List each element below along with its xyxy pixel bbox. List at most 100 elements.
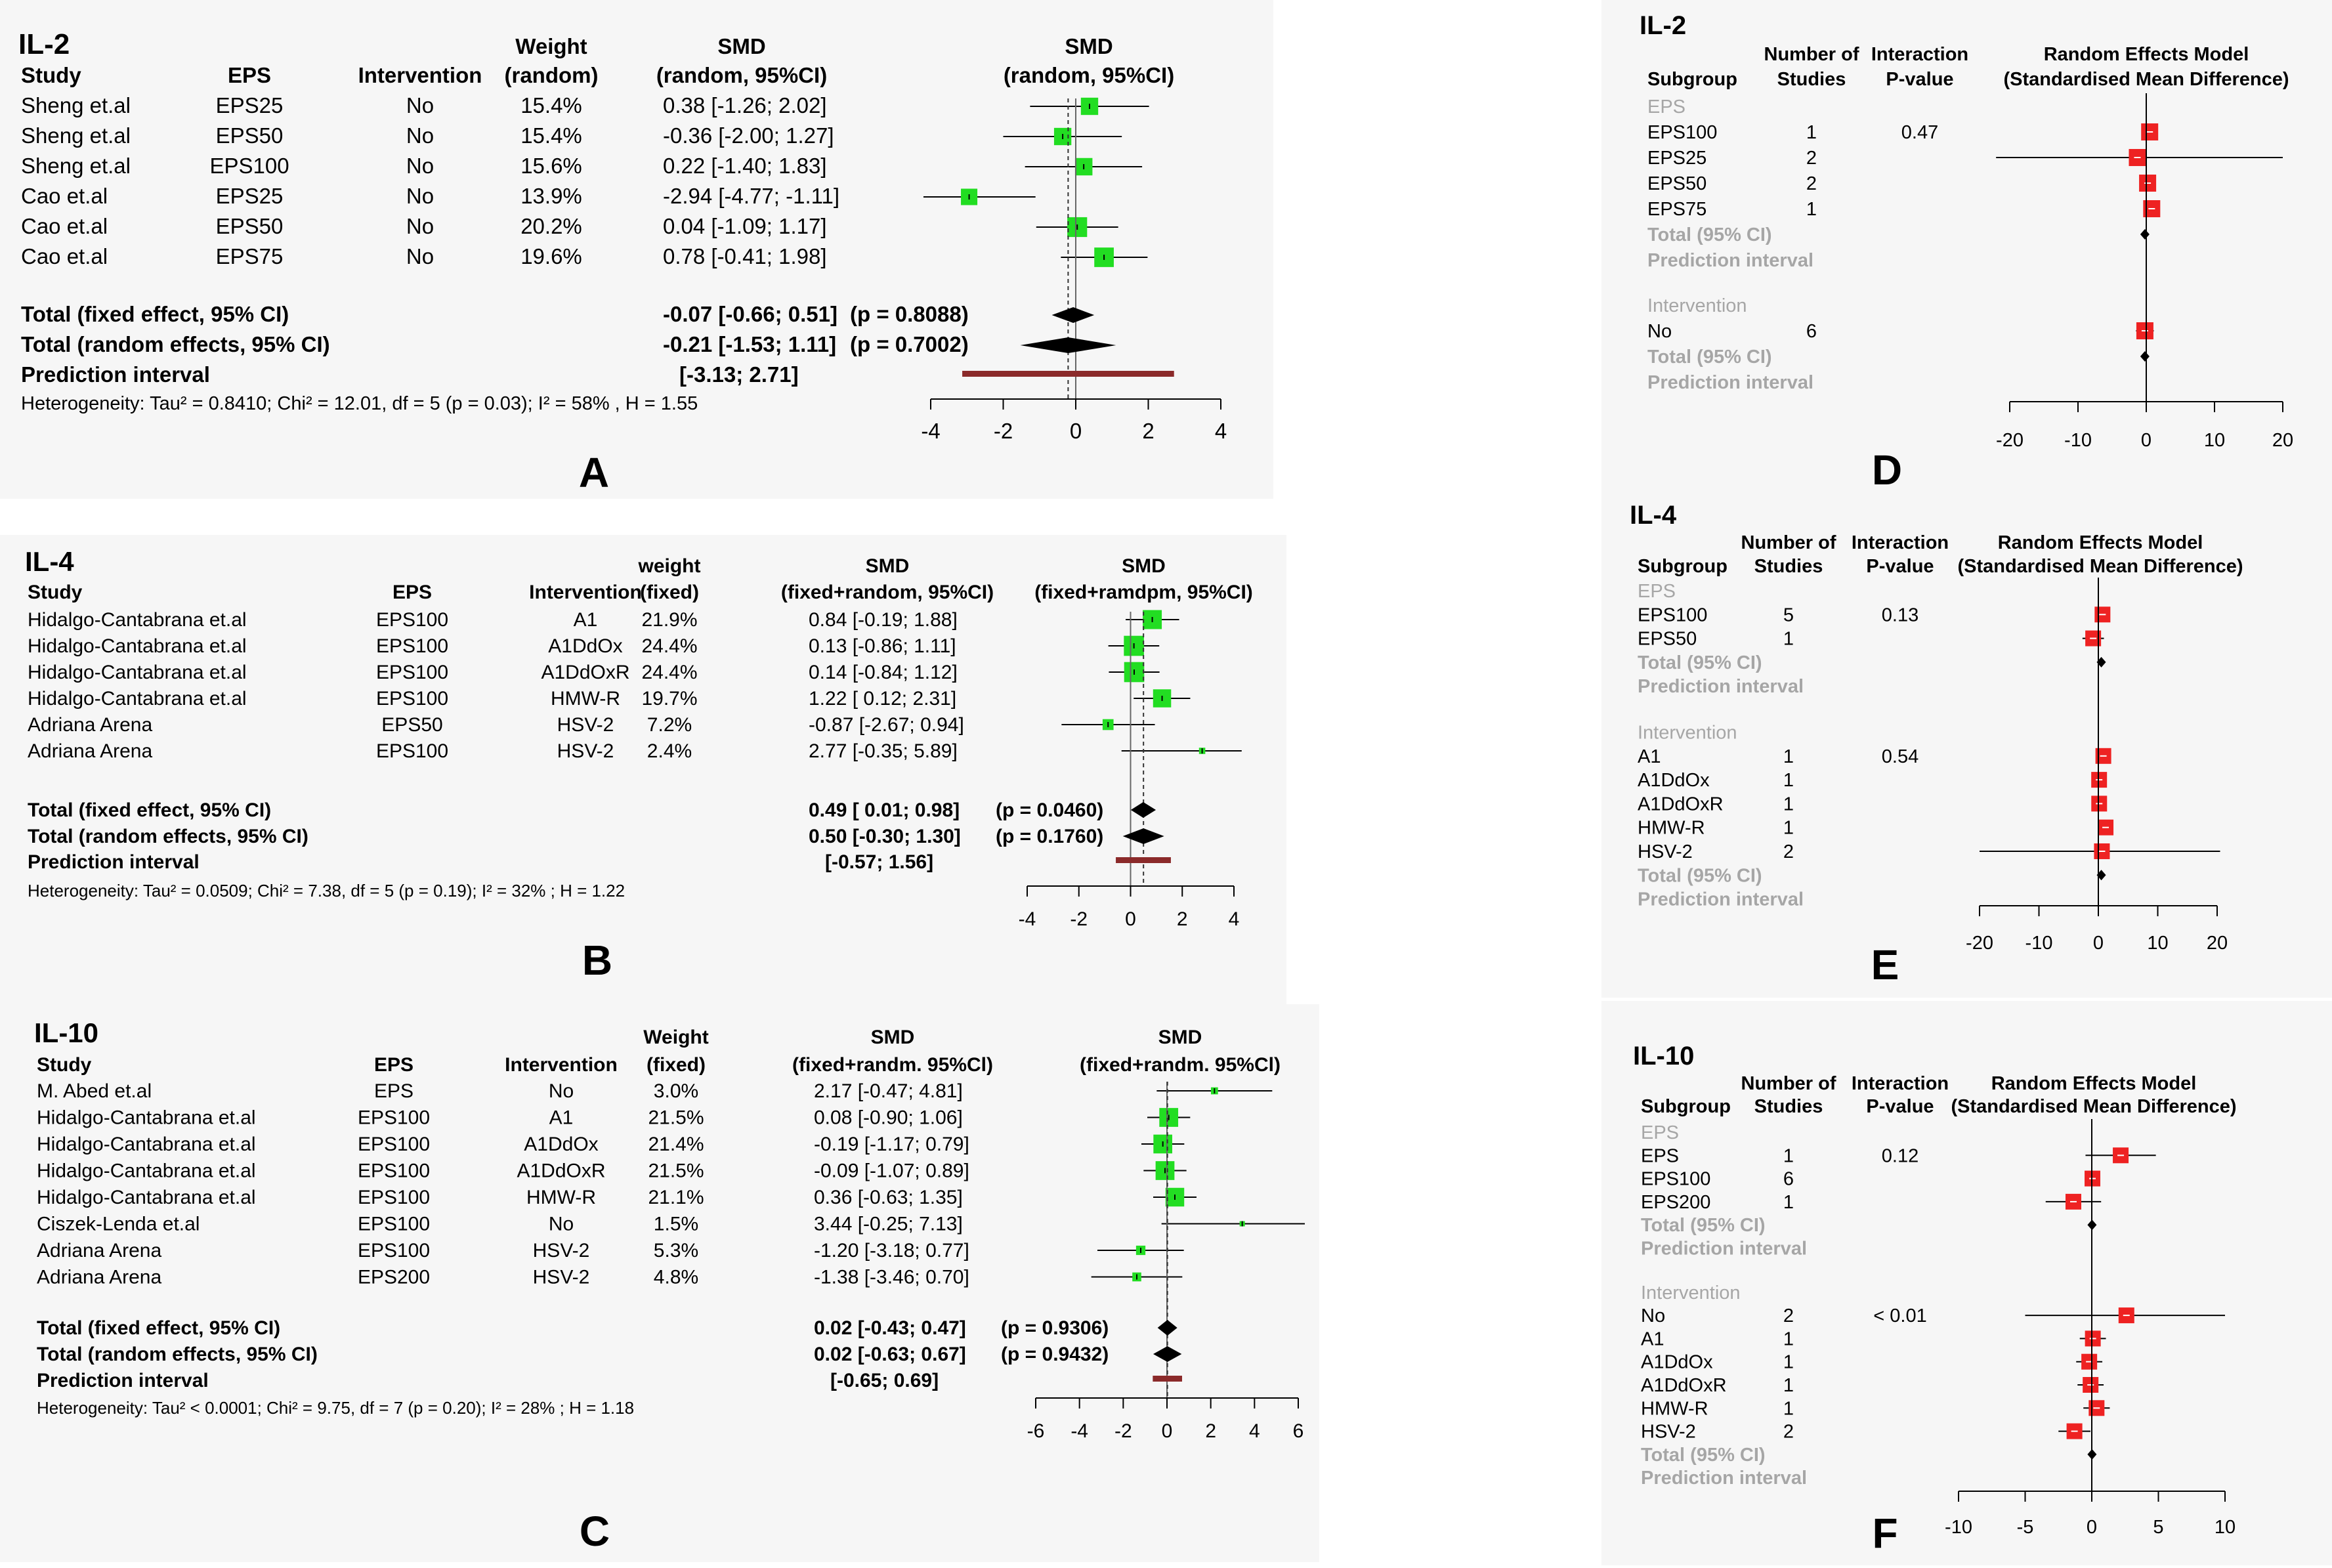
header-intervention: Intervention — [529, 582, 642, 603]
header-number: Number of — [1741, 1073, 1836, 1094]
x-tick-label: 0 — [1162, 1420, 1173, 1442]
study-name: Adriana Arena — [37, 1240, 161, 1261]
subgroup-heading: Intervention — [1641, 1282, 1741, 1303]
study-name: Hidalgo-Cantabrana et.al — [28, 609, 247, 631]
prediction-interval-label: Prediction interval — [28, 851, 200, 873]
x-tick-label: 4 — [1215, 419, 1227, 443]
subgroup-n-studies: 1 — [1783, 629, 1794, 650]
header-weight: Weight — [643, 1027, 708, 1048]
header-model-type: (Standardised Mean Difference) — [1957, 556, 2243, 577]
total-fixed-ci: 0.02 [-0.43; 0.47] — [814, 1317, 966, 1339]
study-smd-ci: 0.78 [-0.41; 1.98] — [663, 244, 827, 268]
panel-background-0 — [0, 0, 1273, 499]
panel-title: IL-10 — [1633, 1042, 1694, 1070]
header-subgroup: Subgroup — [1638, 556, 1728, 577]
subgroup-label: EPS75 — [1647, 199, 1707, 220]
subgroup-prediction-label: Prediction interval — [1641, 1468, 1807, 1489]
study-eps: EPS25 — [216, 184, 284, 208]
header-studies: Studies — [1754, 556, 1823, 577]
x-tick-label: 20 — [2207, 933, 2228, 954]
header-weight: Weight — [515, 34, 587, 58]
total-random-label: Total (random effects, 95% CI) — [21, 332, 330, 356]
x-tick-label: 20 — [2272, 430, 2293, 451]
subgroup-n-studies: 1 — [1783, 746, 1794, 767]
study-name: Hidalgo-Cantabrana et.al — [37, 1107, 256, 1129]
x-tick-label: -2 — [1114, 1420, 1132, 1442]
study-eps: EPS50 — [216, 214, 284, 238]
subgroup-heading: Intervention — [1638, 723, 1737, 744]
subgroup-label: EPS — [1641, 1145, 1679, 1166]
panel-letter: F — [1872, 1510, 1897, 1557]
study-weight: 20.2% — [520, 214, 582, 238]
study-eps: EPS100 — [376, 662, 448, 683]
header-weight: weight — [638, 555, 701, 577]
subgroup-label: A1DdOx — [1641, 1352, 1713, 1373]
interaction-pvalue: 0.12 — [1882, 1145, 1919, 1166]
study-eps: EPS100 — [358, 1134, 430, 1155]
study-eps: EPS100 — [209, 154, 289, 178]
subgroup-n-studies: 1 — [1806, 199, 1817, 220]
study-name: Cao et.al — [21, 184, 108, 208]
subgroup-heading: Intervention — [1647, 295, 1747, 316]
header-plot-smd: SMD — [1065, 34, 1113, 58]
panel-background-3 — [1601, 0, 2332, 499]
subgroup-label: No — [1641, 1305, 1665, 1326]
x-tick-label: 0 — [2087, 1517, 2097, 1538]
study-eps: EPS100 — [358, 1160, 430, 1182]
subgroup-n-studies: 6 — [1783, 1169, 1794, 1190]
fixed-effect-diamond — [1051, 307, 1095, 323]
x-tick-label: 0 — [2141, 430, 2152, 451]
study-weight: 7.2% — [647, 714, 692, 736]
study-weight: 4.8% — [654, 1267, 698, 1288]
subgroup-label: A1DdOx — [1638, 770, 1710, 791]
subgroup-prediction-label: Prediction interval — [1647, 250, 1813, 271]
x-tick-label: 4 — [1229, 908, 1240, 930]
subgroup-total-label: Total (95% CI) — [1638, 652, 1762, 673]
study-name: Sheng et.al — [21, 93, 131, 117]
header-model: Random Effects Model — [1998, 532, 2203, 553]
x-tick-label: -10 — [2064, 430, 2092, 451]
header-weight-model: (fixed) — [647, 1054, 706, 1076]
header-interaction: Interaction — [1852, 532, 1949, 553]
subgroup-label: A1DdOxR — [1641, 1375, 1727, 1396]
study-weight: 24.4% — [641, 662, 697, 683]
study-name: Hidalgo-Cantabrana et.al — [28, 662, 247, 683]
subgroup-heading: EPS — [1647, 96, 1685, 117]
x-tick-label: -4 — [1019, 908, 1036, 930]
study-smd-ci: -0.87 [-2.67; 0.94] — [809, 714, 964, 736]
x-tick-label: -10 — [2025, 933, 2053, 954]
prediction-interval-bar — [962, 371, 1174, 377]
study-smd-ci: -0.09 [-1.07; 0.89] — [814, 1160, 969, 1182]
panel-letter: B — [582, 937, 612, 984]
study-weight: 19.7% — [641, 688, 697, 710]
panel-title: IL-4 — [1630, 501, 1677, 530]
header-smd: SMD — [717, 34, 765, 58]
header-plot-model: (fixed+randm. 95%Cl) — [1080, 1054, 1281, 1076]
interaction-pvalue: 0.54 — [1882, 746, 1919, 767]
study-smd-ci: 2.77 [-0.35; 5.89] — [809, 740, 958, 762]
subgroup-prediction-label: Prediction interval — [1647, 372, 1813, 393]
interaction-pvalue: < 0.01 — [1873, 1305, 1926, 1326]
study-eps: EPS50 — [216, 123, 284, 148]
header-plot-smd: SMD — [1158, 1027, 1202, 1048]
study-name: Hidalgo-Cantabrana et.al — [28, 688, 247, 710]
subgroup-label: EPS100 — [1641, 1169, 1710, 1190]
total-random-ci: -0.21 [-1.53; 1.11] — [663, 332, 836, 356]
subgroup-n-studies: 1 — [1783, 1375, 1794, 1396]
subgroup-total-diamond — [2140, 229, 2150, 240]
header-smd-model: (random, 95%CI) — [656, 63, 827, 87]
x-tick-label: 6 — [1293, 1420, 1304, 1442]
panel-background-2 — [0, 1004, 1319, 1562]
study-intervention: HSV-2 — [557, 740, 614, 762]
x-tick-label: -2 — [994, 419, 1013, 443]
header-interaction: Interaction — [1871, 44, 1968, 65]
study-intervention: A1DdOxR — [541, 662, 629, 683]
x-tick-label: 2 — [1142, 419, 1154, 443]
subgroup-total-label: Total (95% CI) — [1638, 865, 1762, 886]
heterogeneity-statistics: Heterogeneity: Tau² < 0.0001; Chi² = 9.7… — [37, 1398, 634, 1418]
subgroup-n-studies: 2 — [1783, 841, 1794, 862]
header-smd-model: (fixed+randm. 95%Cl) — [792, 1054, 993, 1076]
x-tick-label: -20 — [1966, 933, 1993, 954]
study-weight: 21.9% — [641, 609, 697, 631]
